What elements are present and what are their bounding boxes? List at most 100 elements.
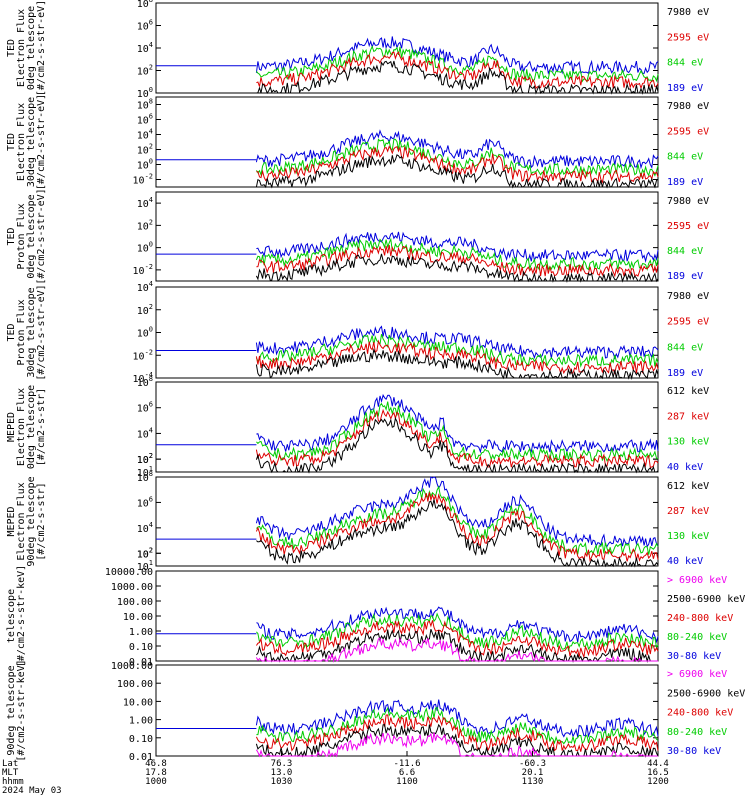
series-line <box>255 476 659 548</box>
y-tick-label: 102 <box>137 452 153 466</box>
x-tick-label: 6.6 <box>399 768 415 778</box>
series-line <box>255 325 659 360</box>
legend-label: 844 eV <box>667 152 703 163</box>
y-tick-label: 10.00 <box>123 612 153 623</box>
x-tick-label: 13.0 <box>271 768 293 778</box>
series-line <box>256 245 659 278</box>
x-tick-label: 17.8 <box>145 768 167 778</box>
series-line <box>255 723 659 758</box>
y-tick-label: 100.00 <box>117 679 153 690</box>
y-tick-label: 102 <box>137 143 153 157</box>
y-axis-label: MEPEDElectron Flux0deg telescope[#/cm2-s… <box>6 385 47 469</box>
x-tick-label: 1200 <box>647 777 669 787</box>
y-tick-label: 102 <box>137 64 153 78</box>
panel-frame <box>155 476 659 567</box>
series-line <box>255 339 659 375</box>
y-axis-label: 90deg telescope[#/cm2-s-str-keV] <box>6 659 27 761</box>
series-line <box>255 129 659 170</box>
y-tick-label: 104 <box>137 426 153 440</box>
series-line <box>255 154 659 189</box>
y-tick-label: 101 <box>137 559 153 573</box>
legend-label: 7980 eV <box>667 101 709 112</box>
series-line <box>255 636 658 663</box>
legend-label: 7980 eV <box>667 196 709 207</box>
series-line <box>255 732 658 758</box>
y-tick-label: 100 <box>137 241 153 255</box>
y-tick-label: 100 <box>137 326 153 340</box>
y-tick-label: 106 <box>137 19 153 33</box>
legend-label: > 6900 keV <box>667 669 727 680</box>
panel-4: 104 102 100 10-2 10-4 TEDProton Flux30deg tel… <box>6 280 709 385</box>
legend-label: 130 keV <box>667 531 709 542</box>
legend-label: 189 eV <box>667 177 703 188</box>
y-tick-label: 106 <box>137 495 153 509</box>
series-line <box>256 45 659 83</box>
y-tick-label: 108 <box>137 0 153 10</box>
y-tick-label: 0.10 <box>129 642 153 653</box>
legend-label: 130 keV <box>667 437 709 448</box>
y-tick-label: 1.00 <box>129 716 153 727</box>
y-tick-label: 102 <box>137 546 153 560</box>
y-axis-label: MEPEDElectron Flux90deg telescope[#/cm2-… <box>6 476 47 566</box>
y-tick-label: 102 <box>137 452 153 466</box>
legend-label: 2595 eV <box>667 221 709 232</box>
series-line <box>256 485 659 556</box>
y-tick-label: 101 <box>137 465 153 479</box>
series-line <box>255 334 659 368</box>
y-tick-label: 10.00 <box>123 697 153 708</box>
series-line <box>256 401 659 463</box>
series-line <box>256 612 659 652</box>
y-tick-label: 104 <box>137 128 153 142</box>
x-row-label: MLT <box>2 768 19 778</box>
y-tick-label: 10-2 <box>133 348 153 362</box>
panel-frame <box>155 570 659 662</box>
legend-label: 30-80 keV <box>667 651 721 662</box>
x-tick-label: 46.8 <box>145 759 167 769</box>
x-row-label: Lat <box>2 759 18 769</box>
y-tick-label: 10-2 <box>133 173 153 187</box>
x-tick-label: 1100 <box>396 777 418 787</box>
series-line <box>255 36 659 75</box>
series-line <box>255 714 659 752</box>
legend-label: 2595 eV <box>667 317 709 328</box>
y-tick-label: 108 <box>137 98 153 112</box>
series-line <box>255 492 659 562</box>
legend-label: 189 eV <box>667 368 703 379</box>
x-tick-label: 16.5 <box>647 768 669 778</box>
y-tick-label: 104 <box>137 41 153 55</box>
series-line <box>256 706 659 746</box>
legend-label: > 6900 keV <box>667 575 727 586</box>
x-tick-label: -11.6 <box>393 759 420 769</box>
x-tick-label: 44.4 <box>647 759 669 769</box>
legend-label: 189 eV <box>667 83 703 94</box>
x-tick-label: -60.3 <box>519 759 546 769</box>
legend-label: 40 keV <box>667 556 703 567</box>
series-line <box>255 348 659 380</box>
x-row-label: hhmm <box>2 777 24 787</box>
legend-label: 2595 eV <box>667 126 709 137</box>
panel-8: 1000.00 100.00 10.00 1.00 0.10 0.01 90deg tele… <box>6 659 745 763</box>
y-tick-label: 1000.00 <box>111 661 153 672</box>
panel-frame <box>155 381 659 473</box>
legend-label: 40 keV <box>667 462 703 473</box>
series-line <box>256 231 659 263</box>
y-tick-label: 106 <box>137 113 153 127</box>
legend-label: 287 keV <box>667 411 709 422</box>
y-tick-label: 10-4 <box>133 371 153 385</box>
y-axis-label: telescope[#/cm2-s-str-keV] <box>6 565 27 667</box>
panel-7: 10000.00 1000.00 100.00 10.00 1.00 0.10 0.01 te… <box>6 565 745 668</box>
series-line <box>256 606 659 644</box>
y-axis-label: TEDElectron Flux30deg telescope[#/cm2-s-… <box>6 94 47 190</box>
x-tick-label: 1130 <box>522 777 544 787</box>
date-label: 2024 May 03 <box>2 786 62 796</box>
legend-label: 240-800 keV <box>667 613 733 624</box>
y-axis-label: TEDProton Flux0deg telescope[#/cm2-s-str… <box>6 188 47 284</box>
y-tick-label: 10-2 <box>133 263 153 277</box>
series-line <box>256 51 659 90</box>
y-tick-label: 100 <box>137 158 153 172</box>
x-tick-label: 20.1 <box>522 768 544 778</box>
y-tick-label: 10000.00 <box>105 567 153 578</box>
series-line <box>256 60 659 95</box>
